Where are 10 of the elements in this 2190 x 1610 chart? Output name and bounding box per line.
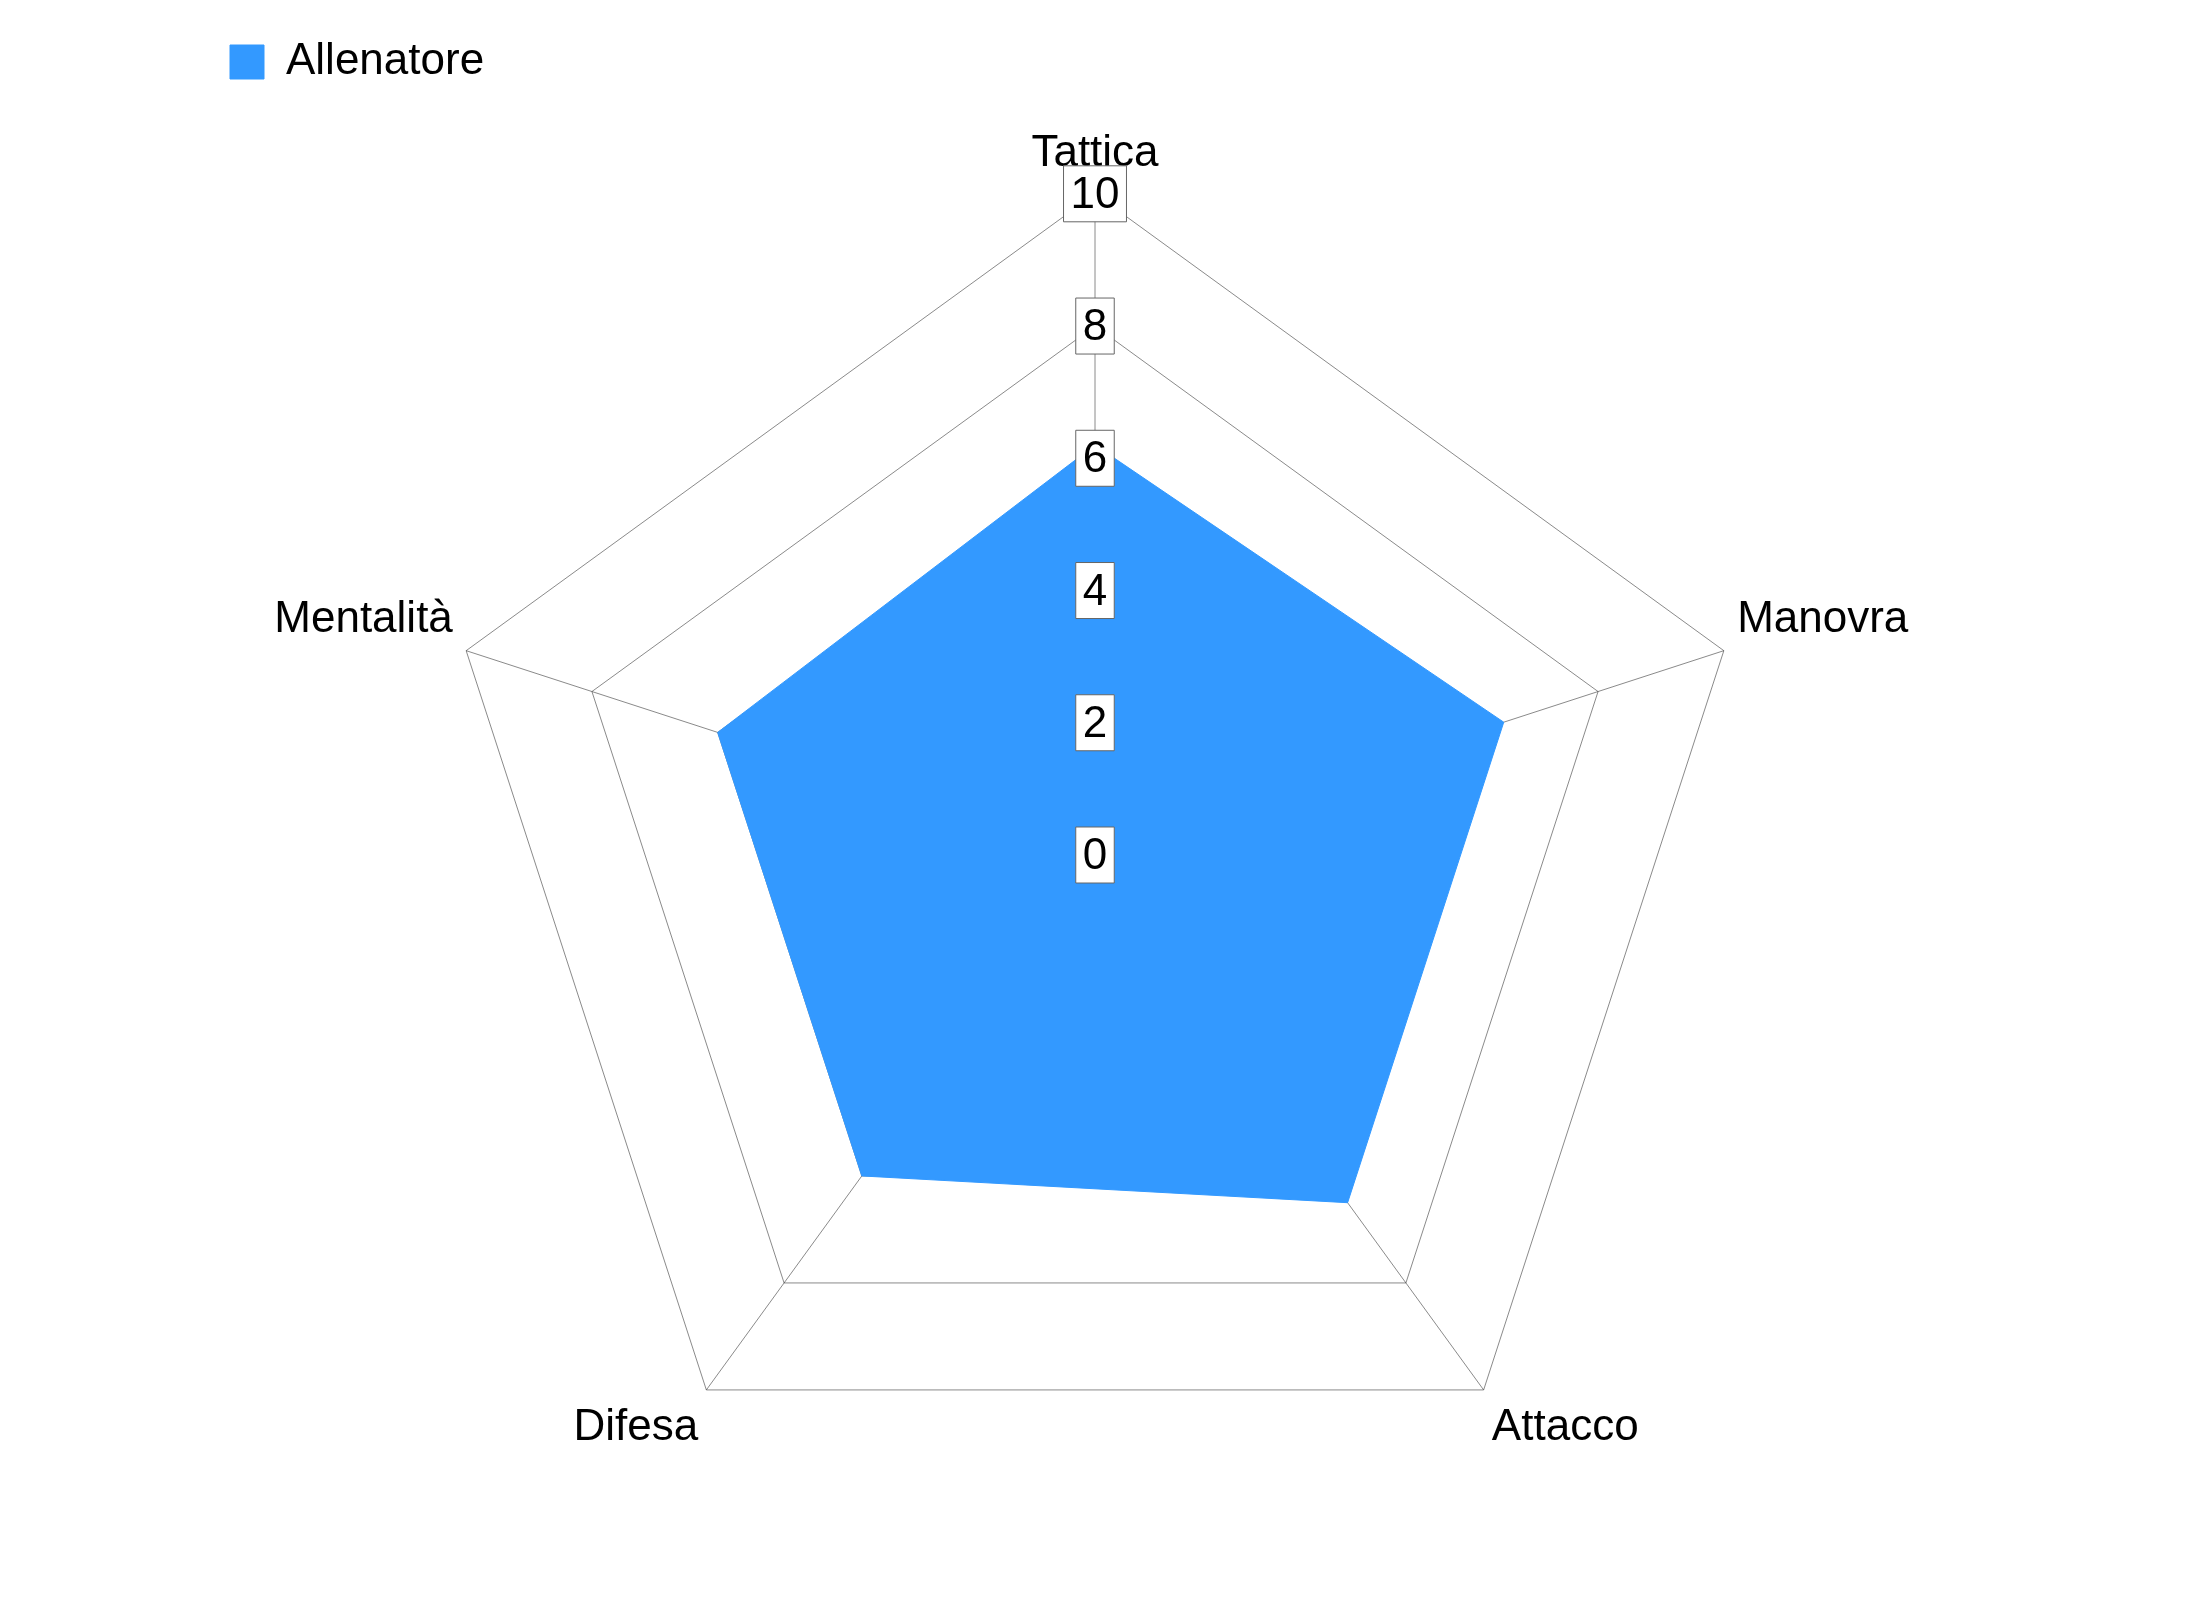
- y-tick-label: 2: [1082, 696, 1108, 746]
- y-tick-label: 6: [1082, 432, 1108, 482]
- y-tick-label: 8: [1082, 300, 1108, 350]
- legend-label: Allenatore: [286, 34, 485, 84]
- spoke-label: Difesa: [573, 1399, 699, 1449]
- y-tick-label: 4: [1082, 564, 1108, 614]
- spoke-label: Attacco: [1491, 1399, 1639, 1449]
- spoke-label: Manovra: [1737, 592, 1909, 642]
- y-tick-label: 0: [1082, 829, 1108, 879]
- spoke-label: Mentalità: [274, 592, 454, 642]
